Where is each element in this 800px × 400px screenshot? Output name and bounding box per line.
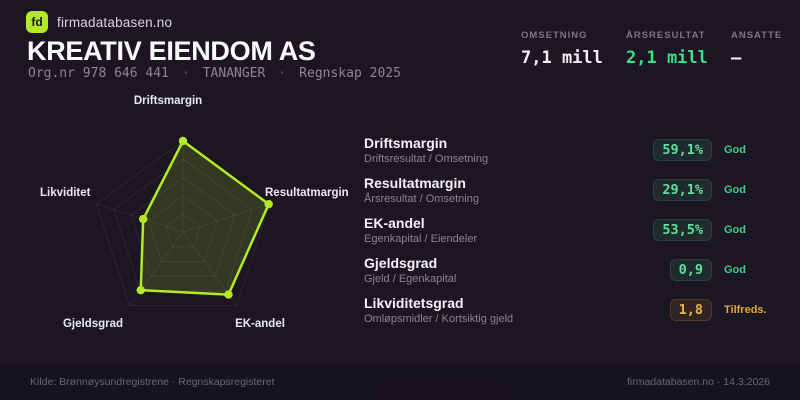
metric-row-gjeldsgrad: Gjeldsgrad Gjeld / Egenkapital 0,9 God	[364, 250, 776, 290]
stat-label: OMSETNING	[521, 30, 588, 41]
stat-label: ANSATTE	[731, 30, 783, 41]
key-figures: OMSETNING 7,1 mill ÅRSRESULTAT 2,1 mill …	[521, 30, 782, 68]
footer: Kilde: Brønnøysundregistrene · Regnskaps…	[0, 364, 800, 400]
stat-value: –	[731, 48, 742, 68]
metric-status-label: God	[724, 184, 746, 196]
metric-row-resultatmargin: Resultatmargin Årsresultat / Omsetning 2…	[364, 170, 776, 210]
footer-site-date: firmadatabasen.no · 14.3.2026	[626, 376, 770, 388]
metric-status-label: Tilfreds.	[724, 304, 767, 316]
metric-formula: Driftsresultat / Omsetning	[364, 153, 489, 166]
org-number: Org.nr 978 646 441	[28, 66, 169, 81]
stat-arsresultat: ÅRSRESULTAT 2,1 mill	[626, 30, 731, 68]
metric-title: Resultatmargin	[364, 174, 466, 191]
stat-value: 7,1 mill	[521, 48, 603, 68]
metric-title: EK-andel	[364, 214, 425, 231]
metric-formula: Årsresultat / Omsetning	[364, 193, 479, 206]
radar-axis-label-ek-andel: EK-andel	[235, 318, 285, 330]
report-year: Regnskap 2025	[299, 66, 401, 81]
metric-value-badge: 29,1%	[653, 179, 712, 201]
page-title: KREATIV EIENDOM AS	[27, 36, 316, 66]
brand: fd firmadatabasen.no	[26, 11, 172, 33]
meta-separator: ·	[278, 66, 287, 81]
metric-row-driftsmargin: Driftsmargin Driftsresultat / Omsetning …	[364, 130, 776, 170]
radar-axis-label-driftsmargin: Driftsmargin	[133, 95, 203, 107]
metric-value-badge: 59,1%	[653, 139, 712, 161]
stat-value: 2,1 mill	[626, 48, 708, 68]
radar-axis-label-likviditet: Likviditet	[40, 187, 91, 199]
metric-title: Gjeldsgrad	[364, 254, 438, 271]
radar-chart	[95, 136, 273, 307]
company-city: TANANGER	[202, 66, 266, 81]
footer-source: Kilde: Brønnøysundregistrene · Regnskaps…	[30, 376, 275, 388]
radar-axis-label-gjeldsgrad: Gjeldsgrad	[62, 318, 124, 330]
metric-formula: Gjeld / Egenkapital	[364, 273, 457, 286]
key-ratios-list: Driftsmargin Driftsresultat / Omsetning …	[364, 130, 776, 330]
meta-separator: ·	[181, 66, 190, 81]
metric-status-label: God	[724, 144, 746, 156]
metric-status-label: God	[724, 224, 746, 236]
metric-value-badge: 0,9	[669, 259, 712, 281]
metric-title: Driftsmargin	[364, 134, 448, 151]
radar-axis-label-resultatmargin: Resultatmargin	[265, 187, 349, 199]
metric-formula: Egenkapital / Eiendeler	[364, 233, 478, 246]
company-meta: Org.nr 978 646 441 · TANANGER · Regnskap…	[28, 66, 401, 81]
metric-formula: Omløpsmidler / Kortsiktig gjeld	[364, 313, 514, 326]
stat-label: ÅRSRESULTAT	[626, 30, 706, 41]
stat-omsetning: OMSETNING 7,1 mill	[521, 30, 626, 68]
site-name: firmadatabasen.no	[57, 14, 173, 30]
stat-ansatte: ANSATTE –	[731, 30, 782, 68]
metric-status-label: God	[724, 264, 746, 276]
metric-title: Likviditetsgrad	[364, 294, 464, 311]
metric-value-badge: 53,5%	[653, 219, 712, 241]
metric-row-likviditetsgrad: Likviditetsgrad Omløpsmidler / Kortsikti…	[364, 290, 776, 330]
firmadatabasen-logo-icon: fd	[26, 11, 48, 33]
metric-value-badge: 1,8	[669, 299, 712, 321]
metric-row-ek-andel: EK-andel Egenkapital / Eiendeler 53,5% G…	[364, 210, 776, 250]
